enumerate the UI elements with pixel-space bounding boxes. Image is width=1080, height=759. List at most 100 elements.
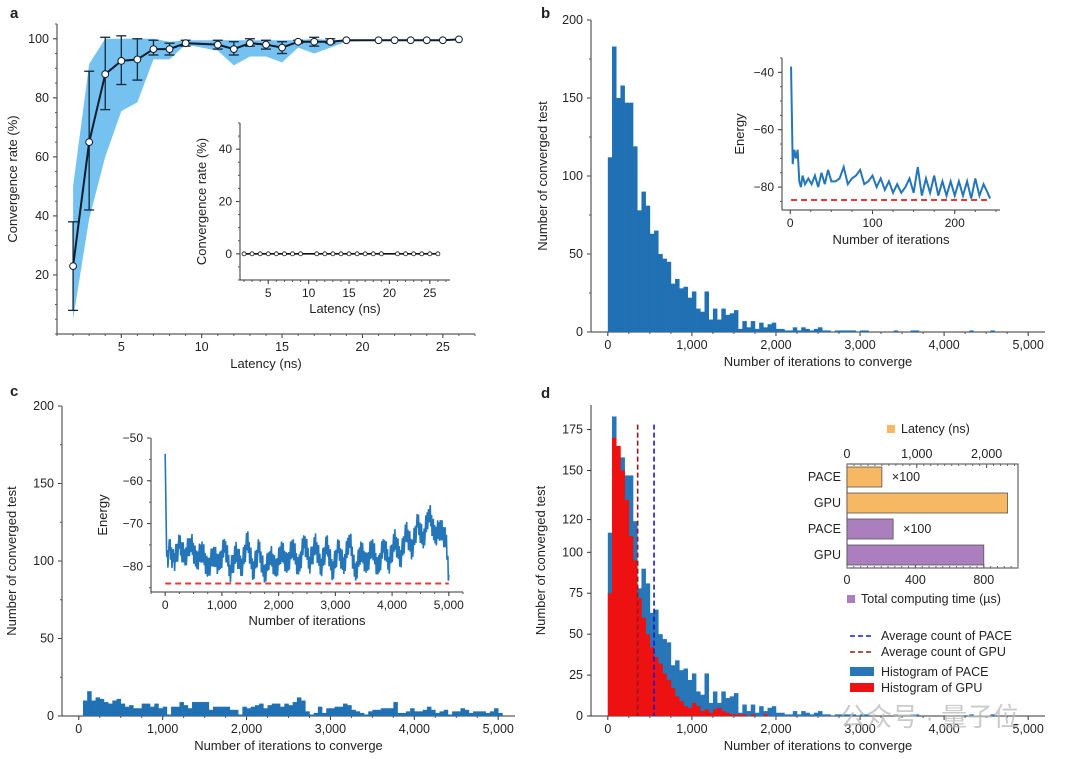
inset-data-point [395,251,400,257]
panel-letter-b: b [541,5,550,22]
x-axis-label: Number of iterations to converge [724,738,913,753]
pace-histogram-bar [754,712,760,716]
histogram-bar [141,703,147,716]
histogram-bar [641,191,646,332]
histogram-bar [494,708,499,716]
histogram-bar [116,698,122,716]
histogram-bar [822,330,827,332]
gpu-histogram-bar [729,714,735,716]
gpu-histogram-bar [641,617,646,716]
histogram-bar [175,706,180,716]
histogram-bar [343,703,348,716]
x-tick-label: 5,000 [1013,338,1044,352]
histogram-bar [767,324,773,332]
histogram-bar [843,330,848,332]
data-point [310,37,319,46]
histogram-bar [284,703,289,716]
top-tick-label: 1,000 [901,447,932,461]
x-tick-label: 10 [302,286,316,300]
gpu-histogram-bar [675,696,680,716]
x-tick-label: 1,000 [676,722,707,736]
x-tick-label: 1,000 [147,722,178,736]
data-point [117,57,126,65]
inset-bar [846,466,883,488]
data-point [133,55,142,64]
histogram-bar [805,328,810,332]
histogram-bar [82,700,88,716]
gpu-histogram-bar [628,535,634,716]
histogram-bar [851,330,857,332]
x-tick-label: 10 [195,340,209,354]
y-tick-label: 80 [35,91,49,105]
histogram-bar [242,706,247,716]
inset-bar [846,544,985,566]
histogram-bar [137,708,142,716]
histogram-bar [154,703,159,716]
histogram-bar [468,712,474,716]
histogram-bar [87,691,92,716]
legend-swatch [850,683,874,692]
inset-data-point [378,251,384,257]
y-tick-label: 100 [33,554,54,568]
gpu-histogram-bar [733,714,739,716]
histogram-bar [238,714,243,716]
histogram-bar [742,321,747,332]
gpu-histogram-bar [691,702,697,716]
y-tick-label: 200 [562,13,583,27]
y-tick-label: 20 [35,268,49,282]
pace-histogram-bar [780,712,785,716]
pace-histogram-bar [746,711,752,716]
histogram-bar [338,706,344,716]
histogram-bar [405,711,411,716]
x-tick-label: 5 [265,286,272,300]
gpu-histogram-bar [637,598,642,716]
data-point [181,39,190,48]
gpu-histogram-bar [616,445,621,716]
inset-data-point [322,251,328,257]
histogram-bar [200,702,205,716]
histogram-bar [637,210,642,332]
x-tick-label: 25 [423,286,437,300]
data-point [326,37,335,46]
y-tick-label: 100 [28,32,49,46]
histogram-bar [376,709,382,716]
histogram-bar [771,322,777,332]
histogram-bar [443,709,449,716]
histogram-bar [750,321,756,332]
histogram-bar [192,702,197,716]
histogram-bar [213,706,218,716]
histogram-bar [208,709,214,716]
inset-data-point [273,251,279,257]
y-axis-label: Number of converged test [533,485,548,635]
histogram-bar [700,311,705,332]
histogram-bar [788,330,794,332]
panel-letter-d: d [541,385,550,402]
histogram-bar [275,703,281,716]
histogram-bar [410,708,415,716]
histogram-bar [498,712,503,716]
histogram-bar [675,278,680,332]
data-point [422,36,431,45]
legend-label: Average count of PACE [881,629,1012,643]
histogram-bar [422,709,428,716]
histogram-bar [133,708,138,716]
histogram-bar [826,330,831,332]
x-tick-label: 3,000 [315,722,346,736]
y-tick-label: 150 [562,91,583,105]
histogram-bar [763,327,768,332]
gpu-histogram-bar [662,673,667,716]
histogram-bar [162,706,168,716]
histogram-bar [225,706,231,716]
pace-histogram-bar [675,660,680,716]
x-tick-label: 15 [342,286,356,300]
inset-data-point [346,251,352,257]
histogram-bar [620,85,625,333]
histogram-bar [397,712,403,716]
histogram-bar [246,708,252,716]
histogram-bar [401,712,407,716]
x-tick-label: 4,000 [928,722,959,736]
y-tick-label: −70 [123,517,144,531]
histogram-bar [150,706,155,716]
pace-histogram-bar [801,711,806,716]
histogram-bar [969,330,974,332]
